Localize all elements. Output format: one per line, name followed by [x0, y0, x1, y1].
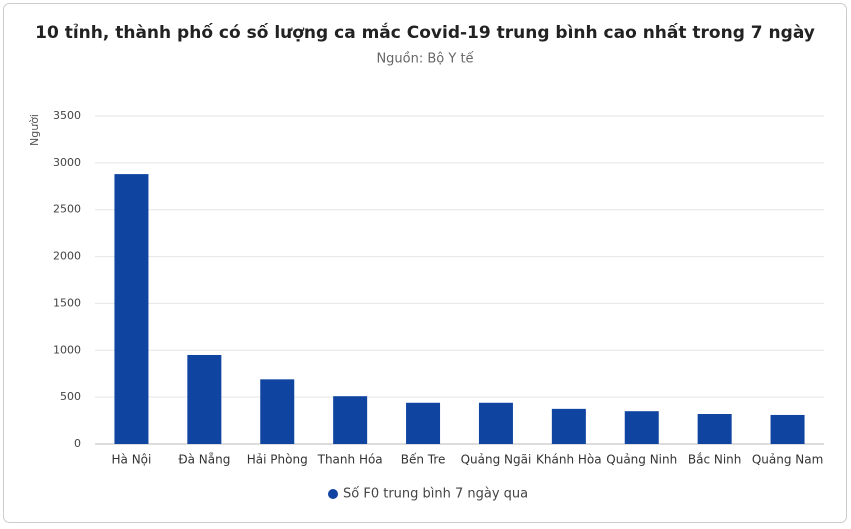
y-tick-label: 1500 — [53, 296, 81, 309]
x-tick-label: Hà Nội — [112, 453, 152, 467]
x-tick-label: Khánh Hòa — [536, 453, 602, 467]
bar — [624, 411, 659, 444]
bar — [333, 396, 368, 444]
x-tick-label: Quảng Nam — [752, 453, 823, 467]
y-tick-label: 500 — [60, 390, 81, 403]
bar — [770, 414, 805, 444]
bar — [697, 414, 732, 444]
y-tick-label: 3500 — [53, 109, 81, 122]
chart-title: 10 tỉnh, thành phố có số lượng ca mắc Co… — [35, 22, 815, 43]
bar — [406, 402, 441, 444]
bar — [114, 174, 149, 445]
x-tick-label: Bến Tre — [401, 453, 446, 467]
y-tick-label: 2000 — [53, 250, 81, 263]
x-tick-label: Đà Nẵng — [178, 453, 230, 467]
bar — [260, 379, 295, 444]
legend-label: Số F0 trung bình 7 ngày qua — [343, 487, 528, 502]
bar — [187, 354, 222, 444]
x-tick-label: Quảng Ninh — [606, 453, 677, 467]
bar — [551, 408, 586, 444]
y-tick-label: 0 — [74, 437, 81, 450]
bar — [478, 402, 513, 444]
chart-subtitle: Nguồn: Bộ Y tế — [376, 52, 473, 67]
y-axis-label: Người — [28, 114, 41, 146]
legend-marker — [328, 489, 338, 499]
x-tick-label: Thanh Hóa — [317, 453, 383, 467]
y-tick-label: 3000 — [53, 156, 81, 169]
y-tick-label: 1000 — [53, 343, 81, 356]
x-tick-label: Bắc Ninh — [688, 453, 742, 467]
x-tick-label: Quảng Ngãi — [461, 453, 532, 467]
x-tick-label: Hải Phòng — [247, 453, 308, 467]
y-tick-label: 2500 — [53, 203, 81, 216]
